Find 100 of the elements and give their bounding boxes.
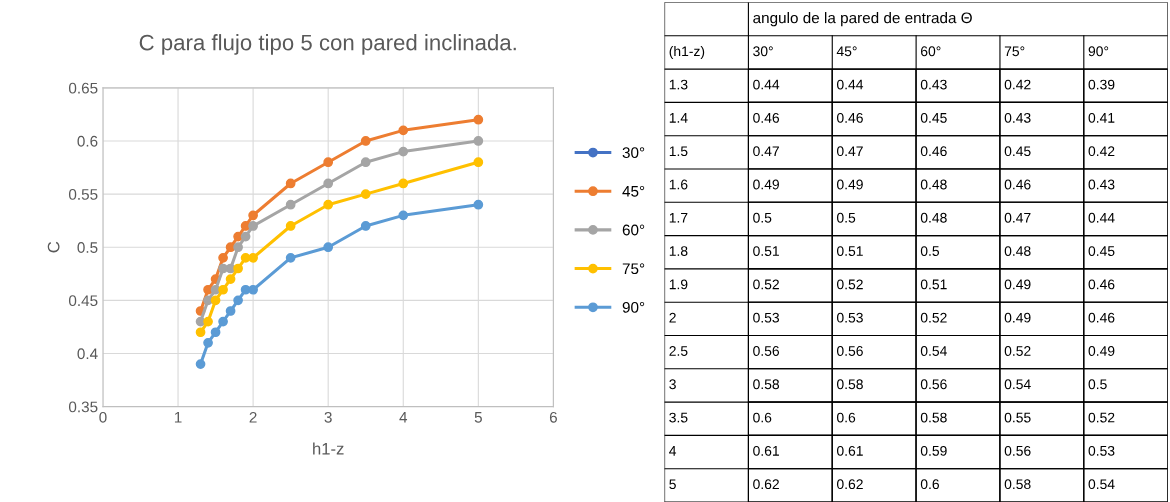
- y-tick-label: 1.7: [669, 212, 688, 223]
- x-tick-label: 3: [324, 411, 332, 423]
- x-tick-label: 30°: [753, 46, 773, 57]
- data-label: 0.43: [1088, 179, 1115, 190]
- data-label: 0.44: [836, 79, 864, 90]
- data-label: 0.49: [836, 179, 863, 190]
- data-label: 0.54: [1088, 479, 1115, 490]
- data-label: 0.48: [920, 212, 947, 223]
- data-label: 0.47: [753, 146, 779, 157]
- data-label: 0.51: [920, 279, 947, 290]
- data-label: 0.54: [1004, 379, 1031, 390]
- data-label: 0.43: [920, 79, 947, 90]
- y-tick-label: 0.6: [77, 135, 98, 147]
- data-label: 0.52: [920, 312, 947, 323]
- chart-title: angulo de la pared de entrada Θ: [753, 12, 972, 27]
- y-tick-label: 5: [669, 479, 676, 490]
- data-label: 0.5: [836, 212, 856, 223]
- y-tick-label: 1.3: [669, 79, 688, 90]
- data-label: 0.58: [836, 379, 863, 390]
- data-label: 0.48: [920, 179, 947, 190]
- x-tick-label: 60°: [921, 46, 941, 57]
- legend-label: 75°: [622, 263, 645, 275]
- y-tick-label: 3.5: [669, 412, 688, 423]
- data-label: 0.45: [1088, 246, 1115, 256]
- y-tick-label: 1.4: [669, 113, 688, 123]
- x-tick-label: 1: [174, 412, 182, 423]
- data-label: 0.55: [1004, 412, 1031, 423]
- data-label: 0.56: [836, 346, 863, 356]
- data-label: 0.53: [753, 312, 780, 323]
- data-label: 0.41: [1088, 112, 1115, 123]
- data-label: 0.58: [1004, 479, 1031, 490]
- y-tick-label: 0.5: [77, 242, 98, 253]
- data-label: 0.44: [1088, 212, 1115, 223]
- data-label: 0.46: [1088, 312, 1115, 323]
- y-tick-label: 0.55: [68, 188, 98, 200]
- data-label: 0.52: [1088, 412, 1115, 423]
- data-label: 0.52: [753, 279, 779, 290]
- legend-label: 45°: [622, 185, 645, 197]
- y-tick-label: 0.4: [77, 348, 98, 360]
- legend-label: 60°: [622, 224, 645, 236]
- data-label: 0.47: [836, 146, 863, 157]
- data-label: 0.49: [753, 179, 779, 190]
- x-axis-title: h1-z: [313, 442, 344, 455]
- x-tick-label: 4: [399, 412, 408, 423]
- y-axis-title: C: [47, 241, 60, 253]
- y-tick-label: 1.9: [669, 279, 688, 290]
- data-label: 0.6: [753, 412, 772, 423]
- data-label: 0.47: [1004, 212, 1031, 223]
- data-label: 0.61: [753, 445, 779, 456]
- x-tick-label: 0: [99, 411, 107, 423]
- x-tick-label: 75°: [1004, 46, 1025, 57]
- data-label: 0.5: [753, 212, 772, 223]
- data-label: 0.42: [1004, 79, 1031, 90]
- y-tick-label: 4: [669, 446, 677, 456]
- x-tick-label: 90°: [1088, 46, 1109, 57]
- data-label: 0.46: [753, 112, 780, 123]
- data-label: 0.45: [920, 112, 947, 123]
- data-label: 0.44: [753, 79, 780, 90]
- data-label: 0.5: [1088, 379, 1107, 390]
- data-label: 0.61: [836, 445, 863, 456]
- data-label: 0.43: [1004, 112, 1031, 123]
- data-label: 0.53: [1088, 445, 1115, 456]
- x-tick-label: 45°: [836, 46, 857, 57]
- y-tick-label: 0.45: [68, 295, 98, 307]
- x-tick-label: 5: [474, 412, 482, 423]
- y-tick-label: 0.35: [68, 401, 98, 413]
- data-label: 0.6: [920, 479, 939, 490]
- chart-title: C para flujo tipo 5 con pared inclinada.: [139, 34, 516, 55]
- data-label: 0.48: [1004, 246, 1031, 256]
- data-label: 0.39: [1088, 79, 1115, 90]
- y-tick-label: 2: [669, 312, 676, 323]
- data-label: 0.62: [836, 479, 863, 490]
- data-label: 0.58: [753, 379, 780, 390]
- data-label: 0.53: [836, 312, 863, 323]
- data-label: 0.51: [753, 246, 779, 256]
- y-tick-label: 3: [669, 379, 676, 390]
- data-label: 0.46: [920, 146, 947, 157]
- data-label: 0.58: [920, 412, 947, 423]
- data-label: 0.56: [753, 346, 780, 356]
- data-label: 0.56: [920, 379, 947, 390]
- data-label: 0.5: [920, 246, 940, 256]
- data-label: 0.46: [1088, 279, 1115, 290]
- legend-label: 90°: [622, 301, 645, 313]
- data-label: 0.49: [1088, 346, 1115, 356]
- y-tick-label: 1.6: [669, 179, 688, 190]
- data-label: 0.52: [836, 279, 863, 290]
- data-label: 0.46: [1004, 179, 1031, 190]
- y-tick-label: 1.5: [669, 146, 688, 157]
- data-label: 0.46: [836, 112, 863, 123]
- data-label: 0.49: [1004, 279, 1031, 290]
- data-label: 0.49: [1004, 312, 1031, 323]
- y-tick-label: 2.5: [669, 346, 688, 356]
- x-tick-label: 2: [249, 411, 257, 423]
- data-label: 0.54: [920, 346, 947, 356]
- data-label: 0.59: [920, 445, 947, 456]
- y-tick-label: 1.8: [669, 246, 688, 256]
- y-axis-title: (h1-z): [669, 45, 705, 59]
- data-label: 0.42: [1088, 146, 1115, 157]
- data-label: 0.45: [1004, 146, 1031, 157]
- data-label: 0.56: [1004, 445, 1031, 456]
